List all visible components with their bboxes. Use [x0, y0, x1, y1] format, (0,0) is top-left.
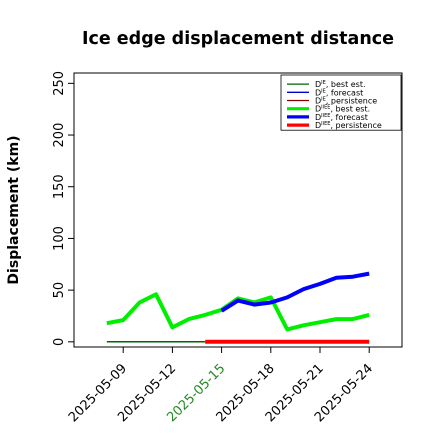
- y-tick-label: 0: [52, 338, 67, 346]
- plot-frame: [73, 72, 403, 348]
- y-tick-label: 100: [52, 226, 67, 251]
- y-tick-label: 200: [52, 123, 67, 148]
- y-tick-label: 250: [52, 71, 67, 96]
- legend-label: DIIEE, forecast: [315, 113, 368, 122]
- y-tick-label: 50: [52, 282, 67, 299]
- series-line: [220, 271, 370, 313]
- legend-label: DIIEE, persistence: [315, 121, 382, 130]
- y-axis-label: Displacement (km): [6, 135, 22, 284]
- legend-label: DIIEE, best est.: [315, 105, 370, 114]
- y-tick-label: 150: [52, 174, 67, 199]
- legend-label: DIE, best est.: [315, 80, 366, 89]
- legend-label: DIE, persistence: [315, 97, 377, 106]
- chart-title: Ice edge displacement distance: [82, 29, 394, 49]
- series-line: [106, 292, 370, 332]
- legend-label: DIE, forecast: [315, 88, 363, 97]
